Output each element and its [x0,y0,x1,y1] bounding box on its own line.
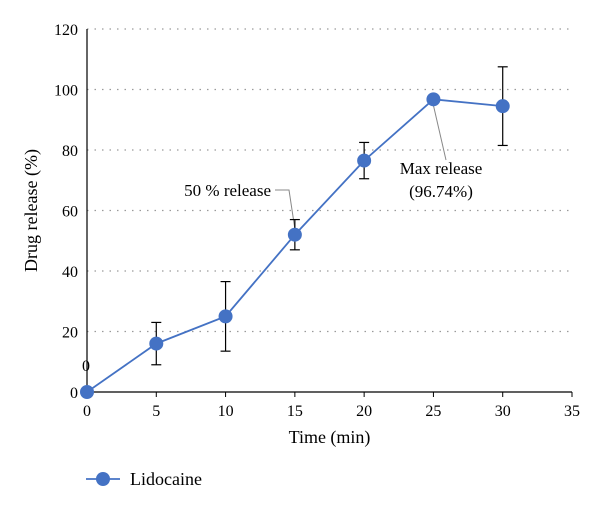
data-point [495,99,510,114]
y-tick-label: 0 [70,385,78,402]
data-point [426,92,441,107]
y-tick-label: 80 [62,143,78,160]
error-bars [151,66,508,366]
x-tick-label: 0 [83,403,91,420]
annotation-max-release: Max release [400,159,483,178]
x-tick-labels: 0 5 10 15 20 25 30 35 [83,392,580,420]
data-point [357,153,372,168]
axes [86,29,572,393]
data-point [218,309,233,324]
x-tick-label: 5 [152,403,160,420]
x-tick-label: 30 [495,403,511,420]
point-label: 0 [82,358,90,375]
x-axis-title: Time (min) [289,427,371,448]
y-tick-labels: 0 20 40 60 80 100 120 [54,22,78,402]
data-point [287,227,302,242]
legend-label-lidocaine: Lidocaine [130,469,202,489]
x-tick-label: 20 [356,403,372,420]
annotation-50-release: 50 % release [184,181,271,200]
gridlines [87,28,572,333]
x-tick-label: 10 [218,403,234,420]
y-axis-title: Drug release (%) [21,149,42,272]
data-point [149,336,164,351]
annotation-max-release-value: (96.74%) [409,182,473,201]
legend: Lidocaine [86,469,202,489]
y-tick-label: 20 [62,325,78,342]
y-tick-label: 100 [54,83,78,100]
point-labels: 0 [82,358,90,375]
x-tick-label: 25 [425,403,441,420]
y-tick-label: 120 [54,22,78,39]
x-tick-label: 35 [564,403,580,420]
legend-marker [96,472,110,486]
x-tick-label: 15 [287,403,303,420]
series-lidocaine [80,92,510,399]
y-tick-label: 60 [62,204,78,221]
data-point [80,385,94,399]
annotation-leader-50-release [275,189,296,229]
annotations: 50 % release Max release (96.74%) [184,105,483,229]
y-tick-label: 40 [62,264,78,281]
annotation-leader-max-release [432,105,447,161]
